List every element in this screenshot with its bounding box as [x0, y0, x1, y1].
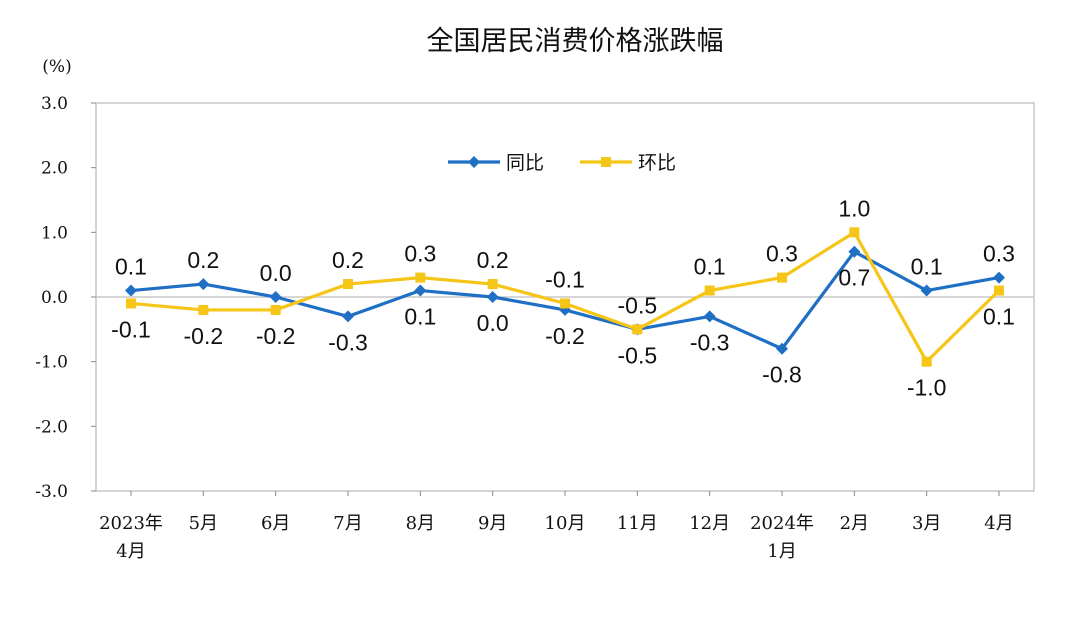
y-tick-label: 3.0	[41, 94, 68, 114]
y-tick-label: 2.0	[41, 159, 68, 179]
data-point-mom	[560, 298, 570, 309]
x-tick-label: 3月	[912, 513, 941, 534]
data-point-mom	[921, 356, 932, 367]
x-tick-label: 9月	[478, 513, 507, 534]
data-point-mom	[198, 304, 209, 315]
data-point-mom	[487, 279, 498, 290]
data-point-yoy	[342, 310, 354, 323]
x-tick-label: 4月	[984, 513, 1013, 534]
y-tick-label: -3.0	[35, 482, 68, 502]
data-label-yoy: -0.3	[328, 329, 368, 355]
data-label-yoy: 0.1	[115, 254, 147, 280]
legend-label: 环比	[638, 152, 676, 174]
x-tick-label: 7月	[333, 513, 362, 534]
chart-title: 全国居民消费价格涨跌幅	[427, 26, 724, 57]
data-label-yoy: 0.0	[477, 310, 509, 336]
data-point-yoy	[125, 284, 137, 297]
y-axis-unit: (%)	[42, 57, 71, 77]
data-point-mom	[777, 272, 787, 283]
data-label-mom: -0.1	[545, 266, 585, 292]
data-label-yoy: 0.3	[983, 241, 1015, 267]
data-point-yoy	[197, 278, 210, 291]
data-label-yoy: 0.1	[404, 304, 436, 330]
data-label-yoy: -0.5	[618, 342, 658, 368]
data-label-yoy: -0.2	[545, 323, 585, 349]
data-point-mom	[270, 304, 281, 315]
data-point-mom	[994, 285, 1004, 296]
data-point-mom	[704, 285, 715, 296]
x-axis: 2023年 4月 5月 6月 7月 8月 9月 10月 11月 12月 2024年 1月 2月 3月 4月	[99, 491, 1014, 562]
data-point-yoy	[414, 284, 427, 297]
y-tick-label: -2.0	[35, 417, 68, 437]
y-tick-label: 1.0	[41, 223, 68, 243]
data-label-mom: -1.0	[907, 375, 947, 401]
data-point-yoy	[269, 291, 282, 303]
data-labels-layer: 0.1 0.2 0.0 -0.3 0.1 0.0 -0.2 -0.5 -0.3 -0.8 0.7 0.…	[111, 195, 1015, 400]
legend-marker-square	[601, 157, 611, 167]
data-label-mom: -0.2	[184, 323, 224, 349]
data-label-mom: -0.1	[111, 316, 151, 342]
data-point-mom	[415, 272, 426, 283]
data-label-mom: 0.3	[404, 241, 436, 267]
x-tick-label: 12月	[689, 513, 730, 534]
x-tick-label: 8月	[406, 513, 435, 534]
data-label-mom: 0.2	[477, 247, 509, 273]
data-label-mom: 0.1	[694, 254, 726, 280]
legend-item-mom: 环比	[580, 152, 676, 174]
x-tick-label: 10月	[545, 513, 586, 534]
data-point-yoy	[486, 291, 499, 303]
data-label-yoy: 0.2	[187, 247, 219, 273]
data-label-yoy: -0.8	[762, 362, 802, 388]
data-point-yoy	[776, 342, 788, 355]
data-label-mom: 0.1	[983, 304, 1015, 330]
data-point-mom	[343, 279, 353, 290]
x-tick-label: 2月	[840, 513, 869, 534]
series-layer	[125, 227, 1005, 367]
data-point-yoy	[993, 271, 1005, 284]
data-label-mom: 0.2	[332, 247, 364, 273]
x-tick-label: 2024年	[750, 513, 814, 534]
data-label-mom: 1.0	[838, 195, 870, 221]
data-point-mom	[632, 324, 643, 335]
data-label-yoy: -0.3	[690, 329, 730, 355]
y-axis: 3.0 2.0 1.0 0.0 -1.0 -2.0 -3.0	[35, 94, 1034, 502]
data-point-yoy	[703, 310, 716, 323]
x-tick-label: 11月	[617, 513, 658, 534]
data-label-mom: 0.3	[766, 241, 798, 267]
data-point-mom	[126, 298, 136, 309]
data-label-yoy: 0.1	[911, 254, 943, 280]
x-tick-label: 5月	[189, 513, 218, 534]
y-tick-label: -1.0	[35, 353, 68, 373]
x-tick-label: 6月	[261, 513, 290, 534]
y-tick-label: 0.0	[41, 288, 68, 308]
legend-marker-diamond	[468, 156, 480, 168]
data-point-yoy	[920, 284, 933, 297]
x-tick-label: 2023年	[99, 513, 163, 534]
legend: 同比 环比	[448, 152, 676, 174]
data-point-mom	[849, 227, 860, 238]
data-point-yoy	[848, 245, 861, 258]
data-label-mom: -0.5	[618, 292, 658, 318]
x-tick-label: 4月	[116, 541, 145, 562]
legend-item-yoy: 同比	[448, 152, 544, 174]
data-label-yoy: 0.7	[838, 265, 870, 291]
legend-label: 同比	[506, 152, 544, 174]
data-label-yoy: 0.0	[260, 260, 292, 286]
x-tick-label: 1月	[767, 541, 796, 562]
data-label-mom: -0.2	[256, 323, 296, 349]
